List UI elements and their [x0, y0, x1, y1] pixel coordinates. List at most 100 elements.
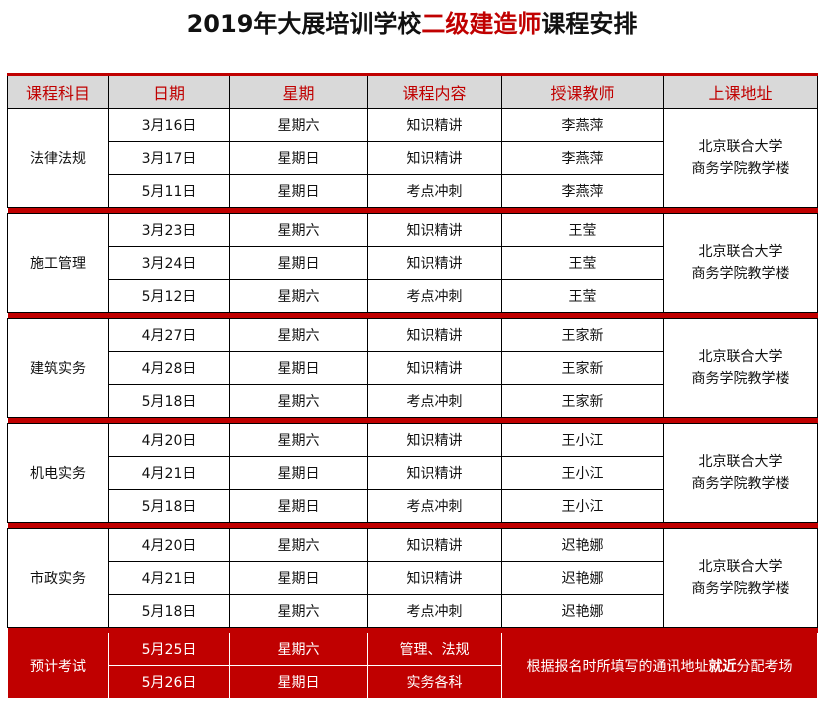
table-row: 建筑实务 4月27日 星期六 知识精讲 王家新 北京联合大学 商务学院教学楼 [7, 318, 818, 418]
content-cell: 知识精讲 [367, 246, 502, 280]
weekday-cell: 星期日 [229, 561, 368, 595]
table-row: 5月11日 星期日 考点冲刺 李燕萍 [8, 174, 818, 208]
table-row: 3月24日 星期日 知识精讲 王莹 [8, 246, 818, 280]
date-cell: 5月18日 [108, 594, 230, 628]
address-cell: 北京联合大学 商务学院教学楼 [663, 423, 818, 523]
date-cell: 3月16日 [108, 108, 230, 142]
date-cell: 4月21日 [108, 456, 230, 490]
weekday-cell: 星期日 [229, 246, 368, 280]
weekday-cell: 星期六 [229, 594, 368, 628]
table-row: 法律法规 3月16日 星期六 知识精讲 李燕萍 北京联合大学 商务学院教学楼 [7, 108, 818, 208]
exam-date-cell: 5月25日 [108, 633, 230, 666]
table-row: 5月18日 星期六 考点冲刺 迟艳娜 [8, 594, 818, 628]
weekday-cell: 星期日 [229, 351, 368, 385]
exam-label-cell: 预计考试 [7, 633, 109, 699]
teacher-cell: 王小江 [501, 423, 664, 457]
note-bold: 就近 [708, 658, 737, 675]
address-line: 商务学院教学楼 [691, 266, 790, 282]
teacher-cell: 迟艳娜 [501, 528, 664, 562]
date-cell: 5月18日 [108, 384, 230, 418]
table-row: 3月17日 星期日 知识精讲 李燕萍 [8, 141, 818, 175]
group-divider [7, 522, 818, 529]
content-cell: 考点冲刺 [367, 174, 502, 208]
date-cell: 4月21日 [108, 561, 230, 595]
weekday-cell: 星期六 [229, 213, 368, 247]
address-cell: 北京联合大学 商务学院教学楼 [663, 108, 818, 208]
header-date: 日期 [108, 74, 230, 109]
weekday-cell: 星期六 [229, 318, 368, 352]
date-cell: 4月20日 [108, 528, 230, 562]
weekday-cell: 星期六 [229, 279, 368, 313]
content-cell: 考点冲刺 [367, 594, 502, 628]
content-cell: 知识精讲 [367, 528, 502, 562]
note-text: 分配考场 [736, 658, 793, 675]
address-line: 北京联合大学 [698, 559, 783, 575]
date-cell: 3月23日 [108, 213, 230, 247]
table-row: 4月21日 星期日 知识精讲 王小江 [8, 456, 818, 490]
group-divider [7, 627, 818, 633]
subject-cell: 机电实务 [7, 423, 109, 523]
table-row: 市政实务 4月20日 星期六 知识精讲 迟艳娜 北京联合大学 商务学院教学楼 [7, 528, 818, 628]
content-cell: 知识精讲 [367, 318, 502, 352]
header-content: 课程内容 [367, 74, 502, 109]
header-teacher: 授课教师 [501, 74, 664, 109]
group-divider [7, 417, 818, 424]
teacher-cell: 王家新 [501, 384, 664, 418]
header-row: 课程科目 日期 星期 课程内容 授课教师 上课地址 [7, 74, 818, 109]
group-divider [7, 312, 818, 319]
subject-cell: 法律法规 [7, 108, 109, 208]
address-line: 北京联合大学 [698, 139, 783, 155]
exam-weekday-cell: 星期六 [229, 633, 368, 666]
group-divider [7, 207, 818, 214]
address-line: 商务学院教学楼 [691, 161, 790, 177]
content-cell: 知识精讲 [367, 213, 502, 247]
content-cell: 知识精讲 [367, 108, 502, 142]
address-line: 北京联合大学 [698, 454, 783, 470]
date-cell: 5月18日 [108, 489, 230, 523]
subject-cell: 施工管理 [7, 213, 109, 313]
note-text: 根据报名时所填写的通讯地址 [526, 658, 709, 675]
header-address: 上课地址 [663, 74, 818, 109]
content-cell: 知识精讲 [367, 351, 502, 385]
date-cell: 3月24日 [108, 246, 230, 280]
teacher-cell: 李燕萍 [501, 141, 664, 175]
teacher-cell: 李燕萍 [501, 174, 664, 208]
schedule-table: 课程科目 日期 星期 课程内容 授课教师 上课地址 法律法规 3月16日 星期六 知识精讲 李燕萍… [7, 73, 818, 699]
content-cell: 考点冲刺 [367, 279, 502, 313]
address-line: 北京联合大学 [698, 349, 783, 365]
weekday-cell: 星期日 [229, 141, 368, 175]
title-highlight: 二级建造师 [421, 10, 542, 38]
teacher-cell: 王家新 [501, 318, 664, 352]
weekday-cell: 星期六 [229, 108, 368, 142]
table-row: 5月18日 星期六 考点冲刺 王家新 [8, 384, 818, 418]
address-line: 北京联合大学 [698, 244, 783, 260]
table-row: 5月12日 星期六 考点冲刺 王莹 [8, 279, 818, 313]
date-cell: 4月20日 [108, 423, 230, 457]
table-row: 5月18日 星期日 考点冲刺 王小江 [8, 489, 818, 523]
exam-date-cell: 5月26日 [108, 665, 230, 699]
address-line: 商务学院教学楼 [691, 371, 790, 387]
header-weekday: 星期 [229, 74, 368, 109]
address-cell: 北京联合大学 商务学院教学楼 [663, 213, 818, 313]
weekday-cell: 星期六 [229, 423, 368, 457]
exam-content-cell: 实务各科 [367, 665, 502, 699]
content-cell: 知识精讲 [367, 561, 502, 595]
table-row: 机电实务 4月20日 星期六 知识精讲 王小江 北京联合大学 商务学院教学楼 [7, 423, 818, 523]
date-cell: 5月12日 [108, 279, 230, 313]
content-cell: 考点冲刺 [367, 489, 502, 523]
exam-row: 预计考试 5月25日 星期六 管理、法规 根据报名时所填写的通讯地址就近分配考场 [7, 633, 818, 699]
page-title: 2019年大展培训学校二级建造师课程安排 [186, 10, 638, 38]
address-cell: 北京联合大学 商务学院教学楼 [663, 528, 818, 628]
teacher-cell: 王莹 [501, 213, 664, 247]
exam-note-cell: 根据报名时所填写的通讯地址就近分配考场 [501, 633, 818, 699]
weekday-cell: 星期日 [229, 489, 368, 523]
teacher-cell: 王家新 [501, 351, 664, 385]
subject-cell: 建筑实务 [7, 318, 109, 418]
content-cell: 知识精讲 [367, 456, 502, 490]
date-cell: 4月27日 [108, 318, 230, 352]
weekday-cell: 星期日 [229, 174, 368, 208]
address-line: 商务学院教学楼 [691, 581, 790, 597]
exam-row: 5月26日 星期日 实务各科 [8, 665, 818, 699]
teacher-cell: 王小江 [501, 489, 664, 523]
exam-weekday-cell: 星期日 [229, 665, 368, 699]
